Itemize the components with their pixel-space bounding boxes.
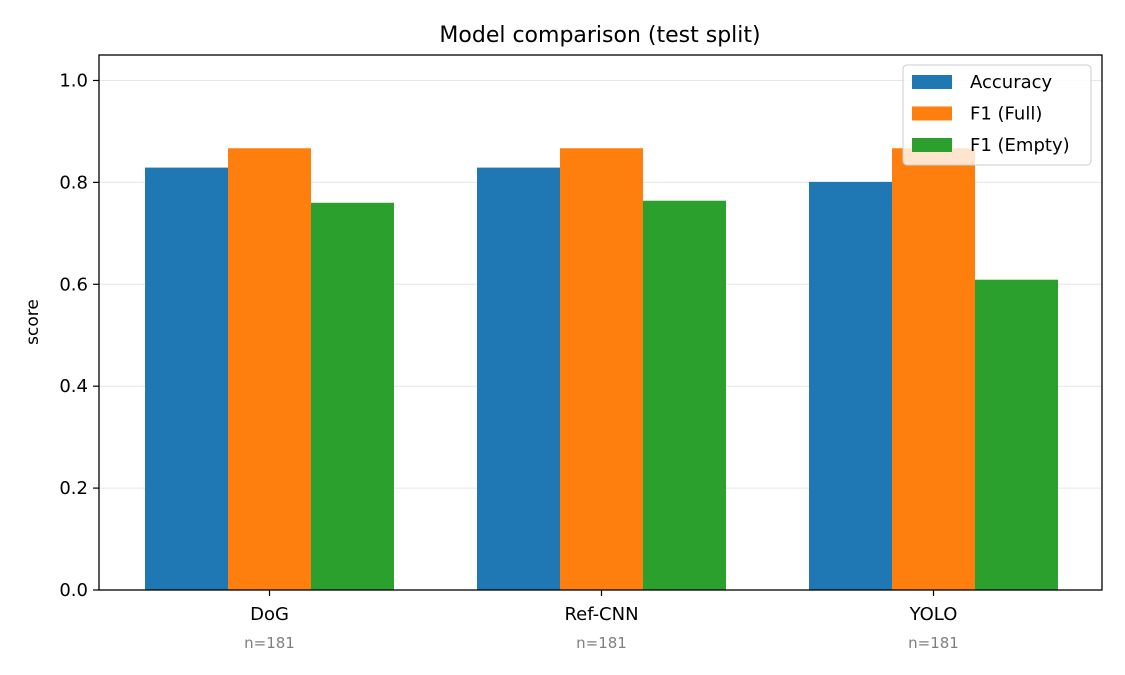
- y-tick-label: 0.8: [59, 172, 88, 193]
- y-tick-label: 0.6: [59, 274, 88, 295]
- x-tick-label: YOLO: [909, 604, 958, 625]
- y-axis-ticks: 0.0 0.2 0.4 0.6 0.8 1.0: [59, 70, 99, 601]
- sample-count-label: n=181: [576, 634, 627, 652]
- bars: [145, 148, 1058, 590]
- bar-yolo-3: [975, 279, 1058, 590]
- bar-dog-3: [311, 202, 394, 590]
- legend-swatch: [912, 75, 952, 89]
- legend-label: F1 (Full): [970, 104, 1042, 125]
- x-axis-ticks: DoG n=181 Ref-CNN n=181 YOLO n=181: [244, 590, 959, 652]
- legend-swatch: [912, 138, 952, 152]
- bar-dog-2: [228, 148, 311, 590]
- x-tick-label: DoG: [250, 604, 289, 625]
- legend: Accuracy F1 (Full) F1 (Empty): [902, 64, 1092, 166]
- plot-frame: [98, 54, 1103, 591]
- legend-label: Accuracy: [970, 72, 1053, 93]
- bar-ref-cnn-2: [560, 148, 643, 590]
- x-tick-label: Ref-CNN: [564, 604, 638, 625]
- bar-ref-cnn-3: [643, 200, 726, 590]
- y-axis-label: score: [23, 299, 43, 345]
- chart-title: Model comparison (test split): [439, 23, 760, 48]
- y-tick-label: 0.2: [59, 478, 88, 499]
- bar-yolo-2: [892, 148, 975, 590]
- bar-ref-cnn-1: [477, 167, 560, 590]
- sample-count-label: n=181: [908, 634, 959, 652]
- sample-count-label: n=181: [244, 634, 295, 652]
- y-tick-label: 1.0: [59, 70, 88, 91]
- legend-swatch: [912, 106, 952, 121]
- bar-dog-1: [145, 167, 228, 590]
- legend-label: F1 (Empty): [970, 135, 1070, 156]
- bar-yolo-1: [809, 181, 892, 590]
- y-tick-label: 0.4: [59, 376, 88, 397]
- y-tick-label: 0.0: [59, 580, 88, 601]
